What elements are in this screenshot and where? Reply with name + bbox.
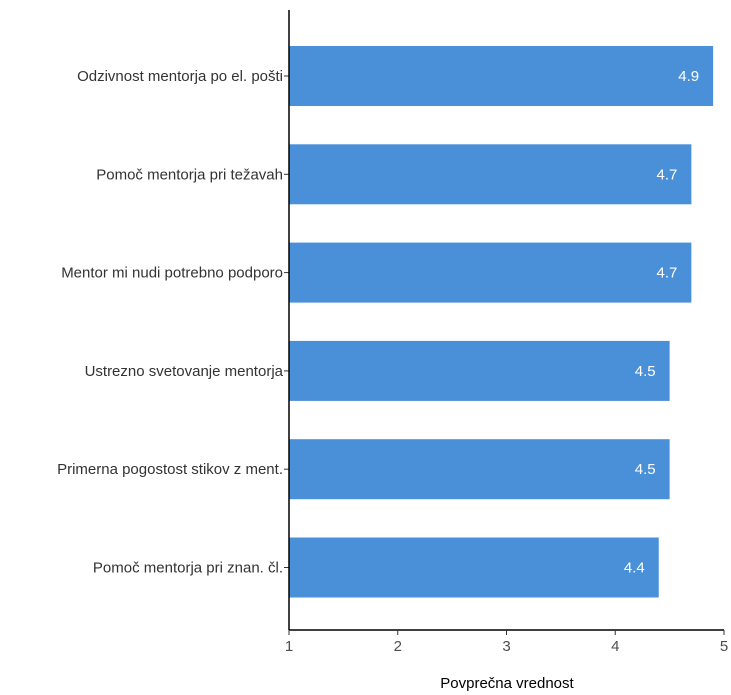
bar-value-label: 4.5 <box>635 461 656 478</box>
x-tick-label: 3 <box>502 638 510 655</box>
x-tick-label: 5 <box>720 638 728 655</box>
category-label: Ustrezno svetovanje mentorja <box>85 363 284 380</box>
x-tick-label: 4 <box>611 638 619 655</box>
bar-value-label: 4.5 <box>635 363 656 380</box>
category-label: Odzivnost mentorja po el. pošti <box>77 68 283 85</box>
bar-value-label: 4.9 <box>678 68 699 85</box>
bar <box>289 537 659 598</box>
category-label: Pomoč mentorja pri znan. čl. <box>93 560 283 577</box>
category-label: Mentor mi nudi potrebno podporo <box>61 265 283 282</box>
bar <box>289 144 692 205</box>
x-axis-ticks: 1 2 3 4 5 <box>285 630 728 655</box>
bar-value-label: 4.7 <box>657 166 678 183</box>
x-tick-label: 1 <box>285 638 293 655</box>
bar <box>289 340 670 401</box>
bar <box>289 46 714 106</box>
bar-value-label: 4.7 <box>657 265 678 282</box>
category-labels: Odzivnost mentorja po el. pošti Pomoč men… <box>57 68 289 577</box>
category-label: Pomoč mentorja pri težavah <box>96 166 283 183</box>
bar-value-label: 4.4 <box>624 560 645 577</box>
x-axis-title: Povprečna vrednost <box>440 675 574 692</box>
category-label: Primerna pogostost stikov z ment. <box>57 461 283 478</box>
x-tick-label: 2 <box>394 638 402 655</box>
bar <box>289 242 692 303</box>
bars-layer: 4.9 4.7 4.7 4.5 4.5 4.4 <box>289 46 714 598</box>
bar <box>289 439 670 500</box>
